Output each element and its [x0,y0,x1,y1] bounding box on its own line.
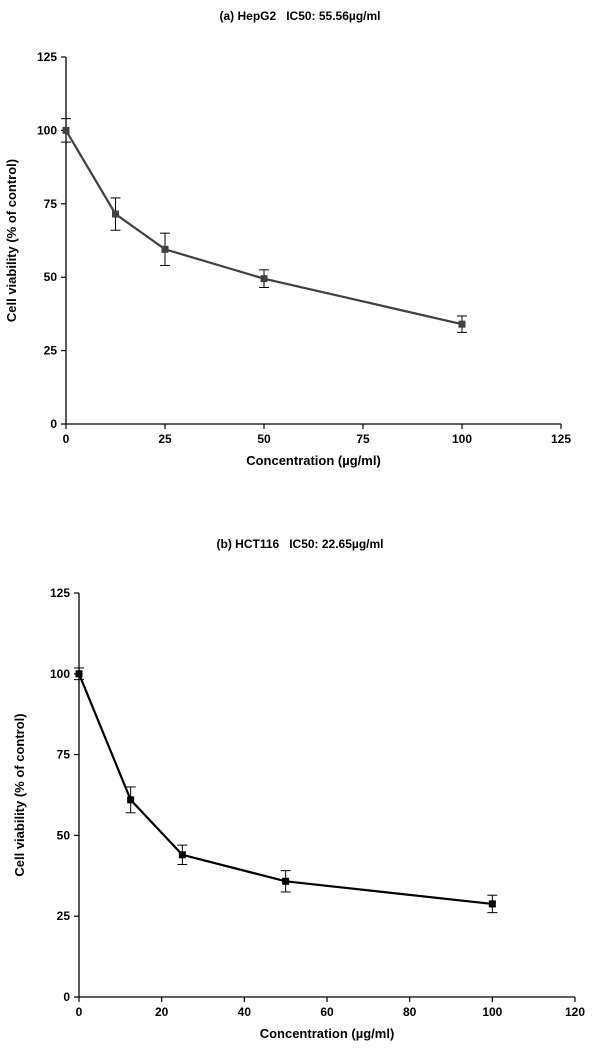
data-point [161,245,169,253]
y-tick-label: 25 [44,344,58,358]
x-tick-label: 120 [565,1005,585,1019]
x-tick-label: 125 [551,432,571,446]
x-axis-label: Concentration (µg/ml) [260,1026,395,1041]
y-tick-label: 0 [63,990,70,1004]
x-tick-label: 80 [403,1005,417,1019]
x-tick-label: 0 [63,432,70,446]
y-tick-label: 75 [57,748,71,762]
x-tick-label: 100 [482,1005,502,1019]
data-point [282,877,290,885]
chart-title: (a) HepG2 IC50: 55.56µg/ml [219,9,381,23]
data-point [488,900,496,908]
y-tick-label: 50 [57,828,71,842]
y-tick-label: 50 [44,270,58,284]
series-line [77,673,493,906]
y-tick-label: 0 [50,417,57,431]
data-point [458,320,466,328]
chart-a-plot: 0 25 50 75 100 125 0 25 50 75 100 125 Concentration … [4,50,571,468]
x-tick-label: 20 [155,1005,169,1019]
y-axis-label: Cell viability (% of control) [4,159,19,322]
x-axis-label: Concentration (µg/ml) [246,453,381,468]
y-axis-label: Cell viability (% of control) [12,713,27,876]
series-line [65,129,463,326]
x-tick-label: 75 [356,432,370,446]
y-tick-label: 100 [50,667,70,681]
y-tick-label: 25 [57,909,71,923]
chart-panel-b: (b) HCT116 IC50: 22.65µg/ml 0 25 50 75 100 12… [0,510,600,1062]
chart-title: (b) HCT116 IC50: 22.65µg/ml [216,537,384,551]
y-tick-label: 75 [44,197,58,211]
chart-b-plot: 0 25 50 75 100 125 0 20 40 60 80 100 120 Concentratio… [12,586,585,1041]
y-tick-label: 100 [37,123,57,137]
chart-panel-a: (a) HepG2 IC50: 55.56µg/ml 0 25 50 75 100 125… [0,0,600,500]
data-point [62,126,70,134]
data-point [75,670,83,678]
y-tick-label: 125 [50,586,70,600]
data-point [127,796,135,804]
x-tick-label: 50 [257,432,271,446]
x-tick-label: 25 [158,432,172,446]
data-point [260,275,268,283]
data-point [178,851,186,859]
x-tick-label: 0 [76,1005,83,1019]
data-point [112,210,119,218]
y-tick-label: 125 [37,50,57,64]
x-tick-label: 40 [238,1005,252,1019]
x-tick-label: 60 [320,1005,334,1019]
x-tick-label: 100 [452,432,472,446]
